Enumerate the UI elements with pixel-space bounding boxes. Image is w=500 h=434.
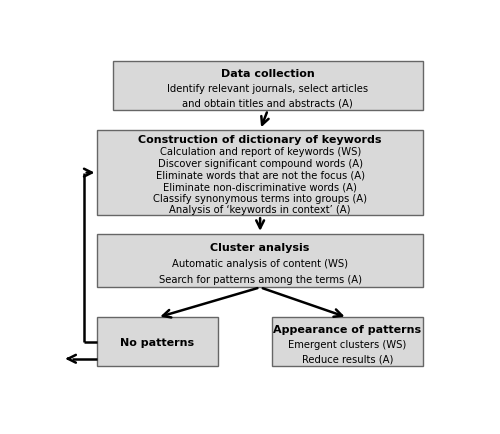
FancyBboxPatch shape <box>113 62 423 111</box>
Text: Eliminate non-discriminative words (A): Eliminate non-discriminative words (A) <box>163 182 357 192</box>
Text: Analysis of ‘keywords in context’ (A): Analysis of ‘keywords in context’ (A) <box>170 205 351 215</box>
Text: Classify synonymous terms into groups (A): Classify synonymous terms into groups (A… <box>153 193 367 203</box>
Text: Reduce results (A): Reduce results (A) <box>302 354 393 364</box>
FancyBboxPatch shape <box>98 318 218 366</box>
Text: Automatic analysis of content (WS): Automatic analysis of content (WS) <box>172 258 348 268</box>
Text: Discover significant compound words (A): Discover significant compound words (A) <box>158 158 362 168</box>
Text: Appearance of patterns: Appearance of patterns <box>274 325 422 335</box>
FancyBboxPatch shape <box>272 318 423 366</box>
FancyBboxPatch shape <box>98 234 423 288</box>
Text: Data collection: Data collection <box>221 69 315 79</box>
FancyBboxPatch shape <box>98 131 423 216</box>
Text: Search for patterns among the terms (A): Search for patterns among the terms (A) <box>158 275 362 285</box>
Text: Eliminate words that are not the focus (A): Eliminate words that are not the focus (… <box>156 170 364 180</box>
Text: Cluster analysis: Cluster analysis <box>210 242 310 252</box>
Text: Construction of dictionary of keywords: Construction of dictionary of keywords <box>138 135 382 145</box>
Text: Emergent clusters (WS): Emergent clusters (WS) <box>288 339 406 349</box>
Text: and obtain titles and abstracts (A): and obtain titles and abstracts (A) <box>182 98 353 108</box>
Text: Calculation and report of keywords (WS): Calculation and report of keywords (WS) <box>160 147 361 157</box>
Text: No patterns: No patterns <box>120 337 194 347</box>
Text: Identify relevant journals, select articles: Identify relevant journals, select artic… <box>168 84 368 93</box>
